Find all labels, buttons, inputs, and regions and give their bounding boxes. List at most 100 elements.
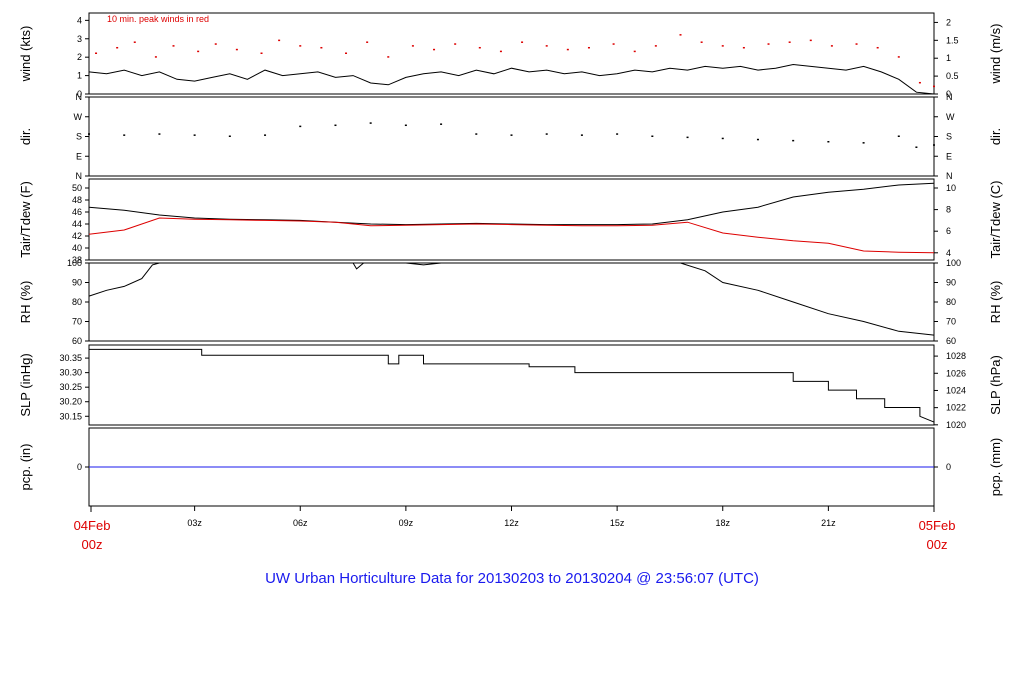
time-tick-label: 21z [821, 518, 836, 528]
data-point [345, 52, 348, 54]
data-point [88, 133, 90, 135]
data-point [320, 46, 323, 49]
data-point [116, 46, 119, 49]
start-time-label: 00z [82, 537, 103, 552]
data-point [933, 144, 935, 146]
right-tick-label: 1020 [946, 420, 966, 430]
left-tick-label: 80 [72, 297, 82, 307]
end-time-label: 00z [927, 537, 948, 552]
series-line-0 [88, 63, 935, 95]
time-tick-label: 09z [399, 518, 414, 528]
data-point [792, 139, 795, 142]
data-point [440, 123, 443, 125]
data-point [228, 135, 231, 137]
right-tick-label: 8 [946, 205, 951, 215]
left-tick-label: 60 [72, 336, 82, 346]
data-point [299, 45, 302, 47]
panel-frame [88, 96, 935, 177]
y2label: RH (%) [988, 281, 1003, 324]
data-point [767, 43, 770, 45]
data-point [545, 45, 548, 47]
right-tick-label: 1 [946, 53, 951, 63]
left-tick-label: 3 [77, 34, 82, 44]
end-date-label: 05Feb [919, 518, 956, 533]
data-point [700, 41, 703, 43]
time-tick-label: 15z [610, 518, 625, 528]
y2label: SLP (hPa) [988, 355, 1003, 415]
data-point [756, 138, 759, 141]
ylabel: wind (kts) [18, 26, 33, 83]
right-tick-label: 0.5 [946, 71, 959, 81]
data-point [897, 56, 900, 58]
data-point [411, 45, 414, 47]
right-tick-label: W [946, 112, 955, 122]
left-tick-label: 0 [77, 462, 82, 472]
left-tick-label: N [76, 92, 83, 102]
data-point [616, 133, 619, 135]
data-point [510, 134, 513, 136]
ylabel: dir. [18, 128, 33, 145]
data-point [299, 125, 302, 128]
data-point [278, 39, 281, 42]
data-point [587, 46, 590, 49]
data-point [809, 39, 812, 42]
data-point [915, 146, 918, 148]
footer-title: UW Urban Horticulture Data for 20130203 … [265, 570, 759, 587]
left-tick-label: 30.15 [59, 411, 82, 421]
time-tick-label: 18z [715, 518, 730, 528]
panel-frame [88, 178, 935, 261]
left-tick-label: 46 [72, 207, 82, 217]
ylabel: Tair/Tdew (F) [18, 181, 33, 258]
data-point [366, 41, 369, 43]
left-tick-label: 50 [72, 183, 82, 193]
data-point [918, 81, 921, 84]
left-tick-label: 38 [72, 255, 82, 265]
data-point [862, 142, 865, 144]
ylabel: RH (%) [18, 281, 33, 324]
data-point [933, 85, 935, 88]
series-line-0 [88, 262, 935, 336]
data-point [478, 46, 481, 49]
left-tick-label: 30.25 [59, 382, 82, 392]
data-point [742, 46, 745, 49]
data-point [387, 56, 390, 58]
data-point [855, 43, 858, 45]
panel-frame [88, 262, 935, 342]
left-tick-label: 0 [77, 89, 82, 99]
left-tick-label: 30.30 [59, 368, 82, 378]
data-point [788, 41, 791, 43]
right-tick-label: S [946, 132, 952, 142]
series-line-0 [88, 182, 935, 226]
left-tick-label: 42 [72, 231, 82, 241]
right-tick-label: 1026 [946, 368, 966, 378]
left-tick-label: E [76, 151, 82, 161]
left-tick-label: 90 [72, 278, 82, 288]
right-tick-label: 2 [946, 17, 951, 27]
data-point [369, 122, 372, 124]
data-point [260, 52, 263, 54]
left-tick-label: S [76, 132, 82, 142]
time-tick-label: 03z [187, 518, 202, 528]
right-tick-label: 6 [946, 226, 951, 236]
data-point [172, 45, 175, 47]
right-tick-label: 80 [946, 297, 956, 307]
data-point [454, 43, 457, 45]
right-tick-label: 60 [946, 336, 956, 346]
data-point [235, 48, 238, 51]
left-tick-label: W [74, 112, 83, 122]
left-tick-label: 100 [67, 258, 82, 268]
panel-humidity: 60 70 80 90 100 60 70 80 90 100 RH (%) RH (%) [18, 258, 1003, 346]
left-tick-label: 4 [77, 15, 82, 25]
left-tick-label: 1 [77, 71, 82, 81]
data-point [721, 45, 724, 47]
panel-frame [88, 12, 935, 95]
right-tick-label: 90 [946, 278, 956, 288]
panel-pressure: 30.15 30.20 30.25 30.30 30.35 1020 1022 1024 102… [18, 344, 1003, 430]
data-point [95, 52, 98, 54]
data-point [404, 124, 407, 127]
data-point [876, 46, 879, 49]
data-point [499, 50, 502, 53]
data-point [334, 124, 337, 127]
